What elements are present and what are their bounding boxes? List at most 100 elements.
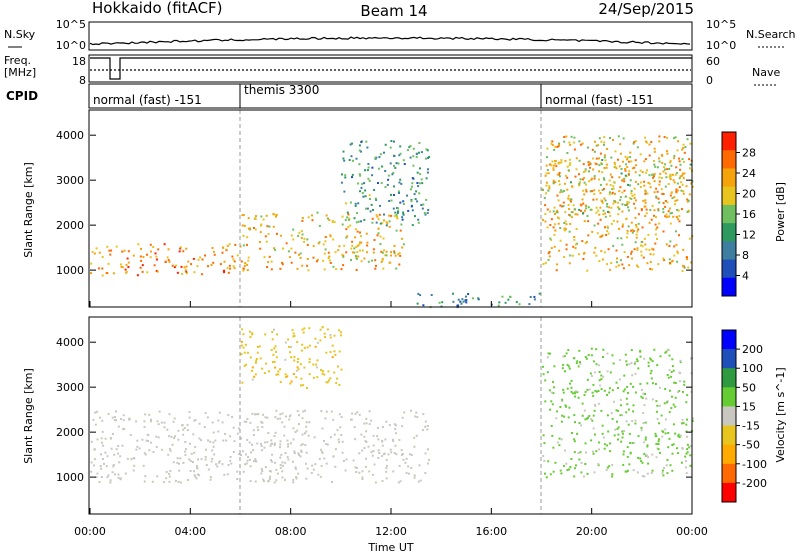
velocity-echo-cell [292,478,295,481]
power-echo-cell [401,237,404,240]
power-echo-cell [549,237,552,240]
velocity-echo-cell [260,467,263,470]
power-echo-cell [638,174,641,177]
velocity-echo-cell [112,465,115,468]
power-echo-cell [388,225,391,228]
power-echo-cell [656,166,659,169]
power-echo-cell [666,152,669,155]
velocity-echo-cell [637,456,640,459]
velocity-echo-cell [305,451,308,454]
velocity-echo-cell [305,421,308,424]
power-echo-cell [557,222,560,225]
power-echo-cell [243,224,246,227]
velocity-echo-cell [551,434,554,437]
velocity-echo-cell [254,459,257,462]
power-echo-cell [546,156,548,159]
power-echo-cell [595,144,598,147]
power-echo-cell [662,257,665,260]
velocity-echo-cell [160,421,163,424]
velocity-echo-cell [424,425,427,428]
power-echo-cell [546,226,549,229]
velocity-echo-cell [240,344,243,347]
power-echo-cell [566,152,569,154]
velocity-echo-cell [251,378,254,381]
velocity-echo-cell [245,363,248,366]
velocity-echo-cell [625,397,628,400]
velocity-echo-cell [689,464,692,467]
power-colorbar-swatch [722,150,736,169]
power-colorbar-tick-label: 20 [742,188,756,201]
power-echo-cell [619,186,622,189]
velocity-echo-cell [613,434,616,437]
power-echo-cell [662,230,665,233]
velocity-echo-cell [168,475,171,478]
power-echo-cell [356,251,359,253]
velocity-echo-cell [549,473,552,476]
velocity-echo-cell [298,454,301,457]
power-echo-cell [678,186,681,189]
power-echo-cell [646,192,649,195]
velocity-echo-cell [291,460,294,463]
power-echo-cell [598,157,600,160]
velocity-echo-cell [413,476,416,479]
freq-label: Freq. [4,54,31,67]
power-echo-cell [595,254,598,257]
velocity-echo-cell [306,387,309,389]
velocity-echo-cell [224,433,227,435]
velocity-echo-cell [295,369,298,372]
velocity-echo-cell [249,356,252,359]
power-echo-cell [123,249,126,252]
power-echo-cell [247,256,250,259]
velocity-echo-cell [157,423,160,426]
power-echo-cell [354,202,357,205]
power-echo-cell [327,251,330,254]
power-echo-cell [603,156,606,159]
velocity-echo-cell [614,428,617,431]
power-echo-cell [658,135,661,138]
velocity-echo-cell [290,345,293,348]
power-echo-cell [631,229,634,232]
velocity-echo-cell [100,437,103,440]
velocity-echo-cell [310,472,313,474]
power-echo-cell [678,177,681,180]
power-echo-cell [242,269,245,272]
power-echo-cell [374,156,377,159]
power-echo-cell [399,254,402,257]
velocity-echo-cell [581,402,584,405]
power-echo-cell [617,158,619,161]
velocity-echo-cell [358,413,361,416]
velocity-echo-cell [560,472,563,475]
power-echo-cell [662,207,665,210]
power-echo-cell [653,150,656,153]
power-echo-cell [388,214,391,217]
power-echo-cell [355,269,358,271]
power-echo-cell [660,188,663,191]
velocity-echo-cell [246,417,249,420]
power-echo-cell [546,181,548,184]
power-echo-cell [658,183,661,186]
velocity-echo-cell [407,465,410,468]
velocity-colorbar-swatch [722,330,736,350]
velocity-echo-cell [324,417,327,420]
velocity-echo-cell [114,416,116,418]
velocity-echo-cell [229,456,232,458]
velocity-echo-cell [206,416,209,419]
power-echo-cell [359,241,361,244]
power-echo-cell [690,261,693,264]
velocity-echo-cell [169,449,172,452]
power-echo-cell [575,228,578,230]
power-echo-cell [582,171,585,173]
velocity-echo-cell [617,409,619,412]
power-echo-cell [374,259,377,262]
velocity-echo-cell [110,447,113,450]
velocity-echo-cell [242,470,245,473]
velocity-echo-cell [592,394,595,397]
power-echo-cell [361,182,364,185]
power-echo-cell [107,262,110,265]
velocity-echo-cell [543,442,546,445]
velocity-echo-cell [542,434,545,437]
velocity-echo-cell [606,466,609,469]
velocity-echo-cell [135,448,138,451]
power-echo-cell [393,185,395,188]
power-echo-cell [418,192,421,195]
